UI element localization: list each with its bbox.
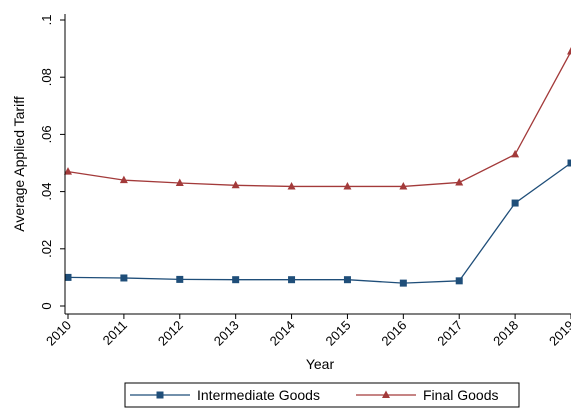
y-tick-label: .08 xyxy=(39,68,54,86)
legend-label-1: Final Goods xyxy=(423,387,498,403)
data-point xyxy=(288,276,295,283)
y-axis-label: Average Applied Tariff xyxy=(11,96,27,232)
x-tick-label: 2012 xyxy=(155,318,186,349)
x-tick-label: 2013 xyxy=(211,318,242,349)
legend-marker-square xyxy=(157,392,164,399)
plot-area xyxy=(64,47,571,287)
data-point xyxy=(511,150,519,158)
data-point xyxy=(456,277,463,284)
data-point xyxy=(568,160,571,167)
x-axis-label: Year xyxy=(306,356,335,372)
x-tick-label: 2016 xyxy=(378,318,409,349)
data-point xyxy=(176,276,183,283)
data-point xyxy=(344,276,351,283)
series-line-1 xyxy=(68,51,571,186)
y-tick-label: .04 xyxy=(39,183,54,201)
y-tick-label: .1 xyxy=(39,15,54,26)
x-tick-label: 2018 xyxy=(490,318,521,349)
data-point xyxy=(343,182,351,190)
x-tick-label: 2015 xyxy=(323,318,354,349)
data-point xyxy=(120,274,127,281)
x-axis-ticks: 2010 2011 2012 2013 2014 2015 2016 2017 2018 2019 xyxy=(43,314,571,349)
legend: Intermediate Goods Final Goods xyxy=(125,383,519,407)
x-tick-label: 2011 xyxy=(100,318,130,348)
x-tick-label: 2010 xyxy=(43,318,74,349)
y-tick-label: .06 xyxy=(39,125,54,143)
legend-label-0: Intermediate Goods xyxy=(197,387,320,403)
data-point xyxy=(512,200,519,207)
x-tick-label: 2014 xyxy=(267,318,298,349)
data-point xyxy=(567,47,571,55)
data-point xyxy=(232,276,239,283)
data-point xyxy=(65,274,72,281)
y-tick-label: 0 xyxy=(39,302,54,309)
x-tick-label: 2017 xyxy=(434,318,465,349)
data-point xyxy=(400,280,407,287)
data-point xyxy=(288,182,296,190)
x-tick-label: 2019 xyxy=(546,318,571,349)
y-tick-label: .02 xyxy=(39,240,54,258)
y-axis-ticks: 0 .02 .04 .06 .08 .1 xyxy=(39,15,65,310)
